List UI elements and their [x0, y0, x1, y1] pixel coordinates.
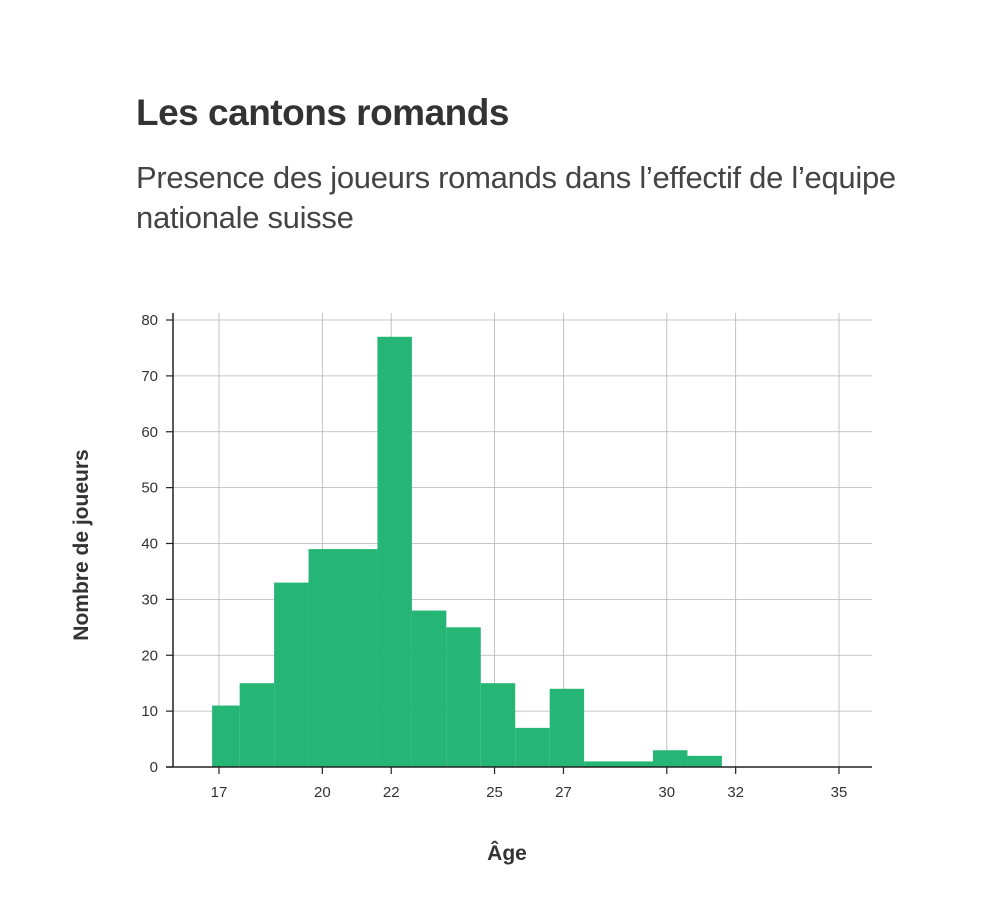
x-tick-label: 20	[314, 784, 331, 801]
y-tick-label: 0	[150, 759, 158, 776]
histogram-bar	[515, 727, 550, 767]
histogram-bar	[584, 761, 653, 767]
y-axis-label: Nombre de joueurs	[70, 449, 93, 640]
y-tick-label: 70	[141, 368, 158, 385]
y-tick-label: 20	[141, 647, 158, 664]
histogram-bar	[239, 683, 275, 767]
y-tick-label: 80	[141, 312, 158, 329]
chart-subtitle: Presence des joueurs romands dans l’effe…	[136, 160, 896, 235]
x-tick-label: 17	[211, 784, 228, 801]
y-tick-label: 30	[141, 591, 158, 608]
y-tick-label: 50	[141, 480, 158, 497]
tick-labels: 0 10 20 30 40 50 60 70 80 17 20 22 25 27 30 32 35	[141, 312, 847, 801]
histogram-bar	[377, 336, 412, 767]
histogram-bar	[446, 627, 481, 767]
x-tick-label: 32	[727, 784, 744, 801]
x-tick-label: 30	[658, 784, 675, 801]
histogram-bar	[653, 750, 688, 767]
histogram-bar	[274, 582, 309, 767]
axes	[166, 313, 872, 774]
x-axis-label: Âge	[487, 841, 527, 865]
x-tick-label: 22	[383, 784, 400, 801]
y-tick-label: 60	[141, 424, 158, 441]
histogram-bar	[480, 683, 516, 767]
x-tick-label: 35	[831, 784, 848, 801]
chart-title: Les cantons romands	[136, 92, 509, 133]
x-tick-label: 25	[486, 784, 503, 801]
histogram-bar	[411, 610, 447, 767]
histogram-bar	[308, 549, 378, 767]
histogram-bar	[212, 705, 240, 767]
x-tick-label: 27	[555, 784, 572, 801]
histogram-bars	[212, 336, 722, 767]
y-tick-label: 40	[141, 536, 158, 553]
histogram-bar	[549, 688, 585, 767]
histogram-bar	[687, 755, 722, 767]
y-tick-label: 10	[141, 703, 158, 720]
